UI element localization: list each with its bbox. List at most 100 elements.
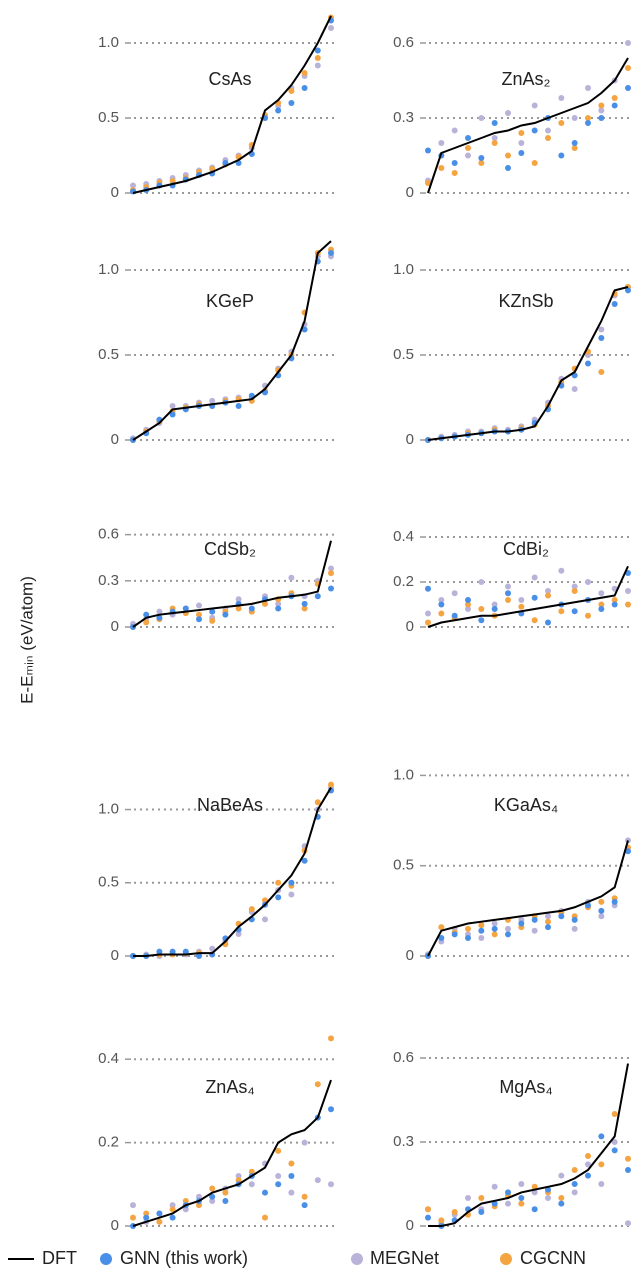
data-point — [328, 585, 334, 592]
data-point — [478, 1195, 485, 1201]
data-point — [558, 913, 565, 920]
panel-title: ZnAs₂ — [502, 69, 551, 89]
data-point — [169, 403, 176, 409]
data-point — [505, 165, 511, 171]
data-point — [505, 931, 511, 938]
data-point — [545, 135, 551, 141]
data-point — [288, 879, 295, 886]
data-point — [625, 1220, 631, 1227]
data-point — [598, 898, 605, 905]
data-point — [571, 145, 578, 151]
data-point — [491, 925, 498, 932]
data-point — [465, 152, 471, 159]
data-point — [451, 127, 458, 134]
dft-line — [132, 15, 332, 194]
data-point — [182, 1206, 189, 1213]
data-point — [314, 1177, 321, 1184]
data-point — [465, 145, 471, 151]
data-point — [491, 135, 498, 141]
data-point — [478, 160, 485, 166]
data-point — [558, 1200, 565, 1207]
data-point — [558, 1195, 565, 1201]
data-point — [156, 608, 163, 615]
data-point — [328, 1181, 334, 1188]
data-point — [598, 326, 605, 333]
data-point — [518, 920, 525, 927]
data-point — [545, 913, 551, 920]
data-point — [491, 1183, 498, 1190]
data-point — [491, 140, 498, 146]
y-tick-label: 0.6 — [393, 34, 414, 51]
y-tick-label: 0.4 — [393, 528, 414, 545]
data-point — [571, 386, 578, 392]
data-point — [288, 574, 295, 581]
data-point — [275, 107, 282, 114]
data-point — [425, 1206, 431, 1213]
data-point — [465, 135, 471, 141]
y-tick-label: 0.4 — [98, 1050, 119, 1067]
data-point — [169, 1214, 176, 1221]
data-point — [625, 601, 631, 608]
data-point — [196, 616, 202, 623]
dft-line — [427, 57, 629, 194]
dft-line — [428, 1063, 629, 1227]
data-point — [275, 894, 282, 901]
data-point — [169, 178, 176, 184]
data-point — [531, 1206, 538, 1213]
data-point — [585, 579, 591, 585]
data-point — [505, 110, 511, 116]
data-point — [425, 585, 431, 592]
data-point — [143, 619, 150, 626]
legend-label: GNN (this work) — [120, 1248, 248, 1268]
data-point — [545, 127, 551, 134]
data-point — [505, 925, 511, 932]
y-tick-label: 0.2 — [393, 573, 414, 590]
data-point — [611, 898, 618, 905]
data-point — [571, 140, 578, 146]
data-point — [209, 1193, 216, 1200]
data-point — [611, 1111, 618, 1117]
data-point — [491, 920, 498, 927]
data-point — [301, 1193, 308, 1200]
data-point — [531, 916, 538, 923]
dft-line — [132, 240, 332, 441]
data-point — [598, 590, 605, 597]
y-tick-label: 0.6 — [98, 526, 119, 543]
data-point — [625, 1155, 631, 1162]
panel-title: CdBi₂ — [503, 539, 549, 559]
data-point — [314, 1081, 321, 1088]
data-point — [571, 925, 578, 932]
data-point — [611, 1139, 618, 1145]
y-tick-label: 0 — [111, 184, 119, 201]
data-point — [625, 588, 631, 594]
y-tick-label: 0.3 — [393, 1133, 414, 1150]
data-point — [571, 1189, 578, 1196]
dft-line — [132, 540, 332, 628]
data-point — [425, 147, 431, 154]
data-point — [585, 1153, 591, 1159]
data-point — [248, 1168, 255, 1175]
data-point — [531, 574, 538, 581]
data-point — [518, 603, 525, 610]
data-point — [262, 1189, 268, 1196]
data-point — [235, 403, 242, 409]
data-point — [518, 1195, 525, 1201]
data-point — [235, 605, 242, 612]
y-tick-label: 0 — [406, 1217, 414, 1234]
data-point — [625, 85, 631, 91]
y-tick-label: 0 — [406, 618, 414, 635]
data-point — [275, 600, 282, 607]
data-point — [451, 612, 458, 619]
y-tick-label: 1.0 — [98, 801, 119, 818]
data-point — [478, 617, 485, 624]
data-point — [301, 1202, 308, 1209]
data-point — [209, 608, 216, 615]
data-point — [491, 120, 498, 126]
data-point — [478, 927, 485, 934]
data-point — [558, 608, 565, 615]
data-point — [438, 1217, 445, 1224]
data-point — [288, 1172, 295, 1179]
data-point — [222, 1189, 229, 1196]
data-point — [275, 605, 282, 612]
